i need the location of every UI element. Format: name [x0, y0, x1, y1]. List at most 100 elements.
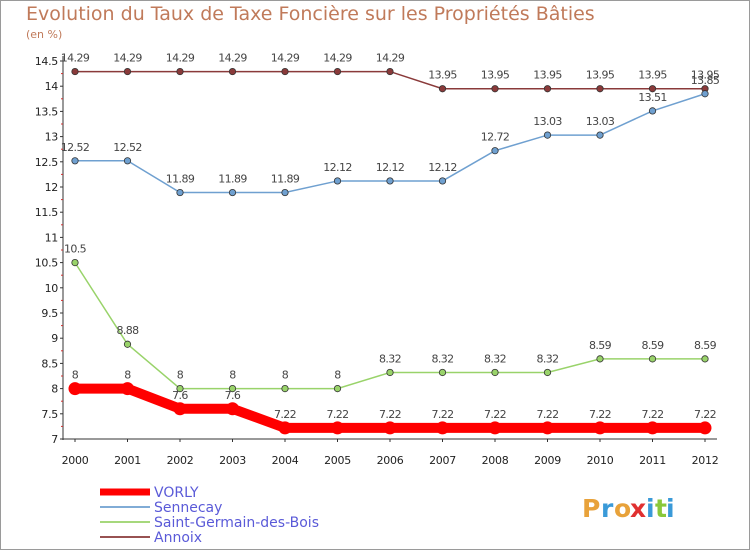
data-point	[121, 382, 134, 396]
data-point	[646, 421, 659, 435]
series-layer	[68, 67, 712, 435]
data-label: 7.22	[274, 408, 296, 421]
y-tick-label: 12	[45, 181, 58, 194]
data-point	[228, 384, 237, 393]
data-point	[333, 177, 342, 185]
data-label: 8.32	[379, 352, 401, 365]
data-point	[71, 258, 79, 267]
x-tick-label: 2001	[114, 454, 141, 467]
data-point	[176, 384, 184, 393]
data-point	[491, 147, 499, 155]
data-label: 12.52	[61, 141, 90, 154]
y-tick-label: 8.5	[41, 357, 58, 370]
data-label: 14.29	[61, 52, 90, 65]
y-tick-label: 11	[45, 231, 58, 244]
y-tick-label: 9	[51, 332, 58, 345]
y-tick-label: 12.5	[35, 156, 59, 169]
data-label: 13.95	[481, 69, 510, 82]
data-point	[438, 177, 447, 185]
y-axis-unit-label: (en %)	[26, 28, 63, 41]
x-tick-label: 2007	[429, 454, 456, 467]
data-label: 14.29	[166, 52, 195, 65]
data-point	[701, 90, 709, 98]
data-label: 11.89	[218, 173, 247, 186]
data-point	[438, 85, 447, 93]
data-label: 7.22	[589, 408, 611, 421]
data-point	[488, 421, 502, 435]
data-point	[331, 421, 344, 435]
data-label: 8	[282, 369, 289, 382]
data-labels: 14.29 14.29 14.29 14.29 14.29 14.29 14.29 13.95…	[61, 52, 721, 421]
data-point	[173, 402, 187, 416]
data-point	[543, 131, 552, 139]
data-point	[648, 355, 657, 363]
data-label: 12.12	[376, 161, 405, 174]
data-label: 8	[177, 369, 184, 382]
data-label: 7.22	[536, 408, 558, 421]
logo-letter: t	[655, 494, 667, 523]
x-tick-label: 2008	[482, 454, 509, 467]
x-tick-label: 2005	[324, 454, 351, 467]
data-label: 8.59	[641, 339, 664, 352]
data-point	[123, 340, 132, 348]
data-point	[438, 368, 447, 377]
data-point	[543, 368, 552, 377]
data-label: 14.29	[218, 52, 247, 65]
data-label: 12.12	[323, 161, 352, 174]
data-label: 8.88	[116, 324, 139, 337]
data-point	[281, 188, 289, 197]
data-label: 14.29	[113, 52, 142, 65]
data-label: 7.22	[431, 408, 453, 421]
legend: VORLYSennecaySaint-Germain-des-BoisAnnoi…	[100, 485, 319, 546]
data-label: 8	[334, 369, 341, 382]
logo-letter: i	[666, 494, 675, 523]
data-label: 7.22	[641, 408, 663, 421]
data-label: 7.22	[694, 408, 716, 421]
data-label: 8.32	[431, 352, 453, 365]
data-label: 13.95	[586, 69, 615, 82]
y-tick-label: 7	[51, 433, 58, 446]
data-label: 8.32	[536, 352, 558, 365]
data-label: 13.95	[638, 69, 667, 82]
data-point	[596, 131, 604, 139]
legend-label: Saint-Germain-des-Bois	[154, 515, 319, 531]
x-tick-label: 2012	[692, 454, 719, 467]
data-label: 8	[124, 369, 131, 382]
data-point	[698, 421, 712, 435]
x-tick-label: 2006	[377, 454, 404, 467]
data-label: 13.03	[586, 115, 615, 128]
data-label: 10.5	[64, 243, 87, 256]
y-tick-label: 10.5	[35, 257, 59, 270]
data-point	[176, 67, 184, 76]
data-label: 11.89	[166, 173, 195, 186]
data-point	[383, 421, 397, 435]
data-point	[226, 402, 239, 416]
logo-letter: o	[614, 494, 631, 523]
data-label: 7.22	[326, 408, 348, 421]
data-label: 12.12	[428, 161, 457, 174]
y-tick-label: 10	[45, 282, 59, 295]
legend-label: VORLY	[154, 485, 199, 501]
data-label: 8	[229, 369, 236, 382]
y-tick-label: 11.5	[35, 206, 59, 219]
data-point	[278, 421, 292, 435]
data-label: 12.72	[481, 131, 510, 144]
data-label: 11.89	[271, 173, 300, 186]
logo-letter: r	[601, 494, 614, 523]
x-tick-label: 2002	[167, 454, 194, 467]
data-point	[386, 177, 394, 185]
y-tick-label: 14	[45, 80, 59, 93]
data-label: 8.59	[694, 339, 717, 352]
data-point	[176, 188, 184, 197]
data-label: 8.59	[589, 339, 612, 352]
data-point	[648, 107, 657, 115]
data-label: 13.51	[638, 91, 667, 104]
data-point	[333, 384, 342, 393]
data-point	[228, 188, 237, 197]
x-tick-label: 2003	[219, 454, 246, 467]
data-label: 8	[72, 369, 79, 382]
data-label: 7.22	[379, 408, 401, 421]
data-point	[228, 67, 237, 76]
